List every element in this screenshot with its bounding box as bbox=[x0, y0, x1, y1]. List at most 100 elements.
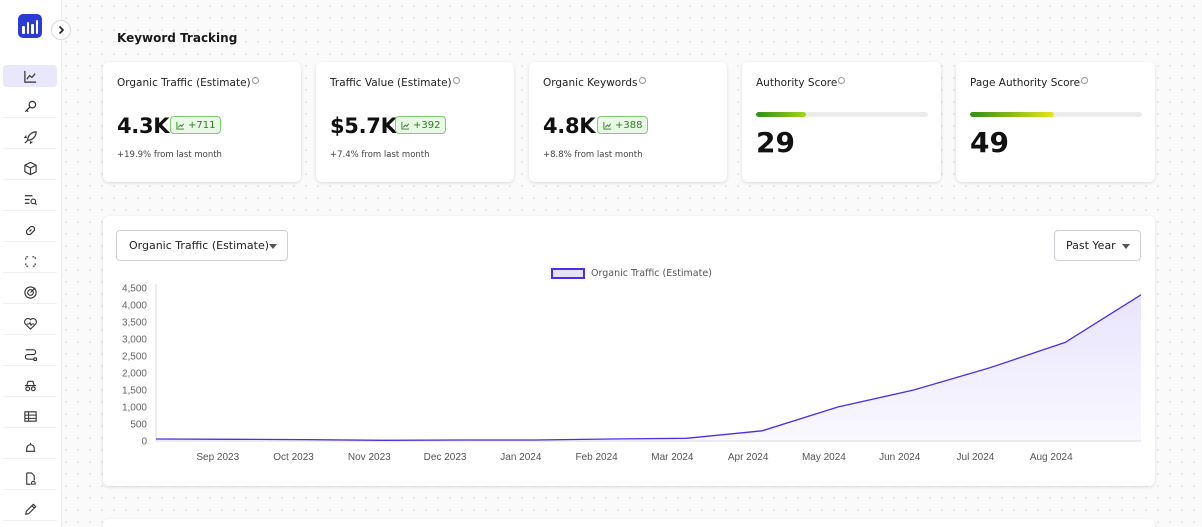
spy-icon bbox=[24, 380, 36, 392]
app-logo-icon[interactable] bbox=[18, 14, 42, 38]
heart-pulse-icon bbox=[23, 317, 37, 330]
traffic-chart-card: Organic Traffic (Estimate) Past Year Org… bbox=[103, 216, 1155, 486]
legend-label: Organic Traffic (Estimate) bbox=[591, 268, 712, 279]
metric-select[interactable]: Organic Traffic (Estimate) bbox=[116, 230, 288, 261]
delta-badge: +388 bbox=[597, 116, 649, 134]
sidebar-item-keyword-tracking[interactable] bbox=[3, 65, 57, 87]
sidebar-item-profile[interactable] bbox=[3, 468, 57, 490]
info-icon[interactable] bbox=[251, 77, 259, 84]
bell-icon bbox=[25, 442, 35, 452]
stat-subtext: +7.4% from last month bbox=[330, 150, 430, 160]
y-tick-label: 1,500 bbox=[122, 386, 147, 397]
page-authority-score-bar bbox=[970, 112, 1142, 117]
score-value: 29 bbox=[756, 126, 795, 159]
cube-icon bbox=[23, 161, 37, 176]
x-tick-label: Sep 2023 bbox=[196, 452, 239, 463]
delta-badge: +711 bbox=[170, 116, 222, 134]
y-tick-label: 500 bbox=[130, 420, 147, 431]
stat-card-organic-keywords: Organic Keywords 4.8K +388 +8.8% from la… bbox=[529, 62, 727, 182]
x-tick-label: Oct 2023 bbox=[273, 452, 314, 463]
list-search-icon bbox=[24, 195, 37, 206]
stat-card-title: Organic Keywords bbox=[543, 77, 638, 89]
score-card-title: Authority Score bbox=[756, 77, 838, 89]
delta-value: +388 bbox=[615, 119, 643, 131]
trend-up-icon bbox=[401, 121, 410, 130]
caret-down-icon bbox=[269, 244, 277, 249]
authority-score-bar bbox=[756, 112, 928, 117]
y-tick-label: 1,000 bbox=[122, 403, 147, 414]
score-card-title: Page Authority Score bbox=[970, 77, 1081, 89]
sidebar-item-competitors[interactable] bbox=[3, 375, 57, 397]
x-tick-label: Jul 2024 bbox=[957, 452, 995, 463]
x-tick-label: Nov 2023 bbox=[348, 452, 391, 463]
sidebar-item-journey[interactable] bbox=[3, 344, 57, 366]
y-tick-label: 3,500 bbox=[122, 318, 147, 329]
stat-value: 4.8K bbox=[543, 114, 596, 138]
caret-down-icon bbox=[1122, 244, 1130, 249]
sidebar-item-broken-links[interactable] bbox=[3, 251, 57, 273]
x-tick-label: Feb 2024 bbox=[575, 452, 618, 463]
y-tick-label: 2,500 bbox=[122, 352, 147, 363]
series-area bbox=[156, 294, 1141, 441]
sidebar-item-products[interactable] bbox=[3, 158, 57, 180]
score-bar-fill bbox=[756, 112, 806, 117]
y-tick-label: 4,500 bbox=[122, 284, 147, 295]
delta-value: +392 bbox=[413, 119, 441, 131]
sidebar-item-links[interactable] bbox=[3, 220, 57, 242]
table-icon bbox=[23, 411, 37, 422]
x-tick-label: Aug 2024 bbox=[1030, 452, 1073, 463]
x-tick-label: Mar 2024 bbox=[651, 452, 694, 463]
info-icon[interactable] bbox=[452, 77, 460, 84]
key-icon bbox=[24, 100, 36, 113]
sidebar-item-health[interactable] bbox=[3, 313, 57, 335]
sidebar-item-goals[interactable] bbox=[3, 282, 57, 304]
rocket-icon bbox=[23, 131, 37, 145]
delta-value: +711 bbox=[188, 119, 216, 131]
range-select[interactable]: Past Year bbox=[1054, 230, 1141, 261]
legend-swatch bbox=[551, 268, 585, 279]
y-tick-label: 4,000 bbox=[122, 301, 147, 312]
stat-card-traffic-value: Traffic Value (Estimate) $5.7K +392 +7.4… bbox=[316, 62, 514, 182]
range-select-value: Past Year bbox=[1066, 239, 1116, 252]
sidebar-item-alerts[interactable] bbox=[3, 437, 57, 459]
score-value: 49 bbox=[970, 126, 1009, 159]
stat-value: $5.7K bbox=[330, 114, 397, 138]
broken-link-icon bbox=[24, 256, 36, 267]
score-bar-fill bbox=[970, 112, 1055, 117]
stat-card-title: Traffic Value (Estimate) bbox=[330, 77, 452, 89]
y-tick-label: 0 bbox=[141, 437, 147, 448]
y-tick-label: 3,000 bbox=[122, 335, 147, 346]
x-tick-label: Jan 2024 bbox=[500, 452, 542, 463]
next-section-card bbox=[103, 519, 1155, 527]
trend-up-icon bbox=[176, 121, 185, 130]
score-card-page-authority: Page Authority Score 49 bbox=[956, 62, 1155, 182]
sidebar-item-keywords[interactable] bbox=[3, 96, 57, 118]
delta-badge: +392 bbox=[395, 116, 447, 134]
sidebar-item-content[interactable] bbox=[3, 499, 57, 521]
info-icon[interactable] bbox=[638, 77, 646, 84]
x-tick-label: May 2024 bbox=[802, 452, 846, 463]
stat-card-title: Organic Traffic (Estimate) bbox=[117, 77, 251, 89]
info-icon[interactable] bbox=[1081, 77, 1089, 84]
x-tick-label: Apr 2024 bbox=[728, 452, 769, 463]
sidebar-item-reports[interactable] bbox=[3, 406, 57, 428]
info-icon[interactable] bbox=[838, 77, 846, 84]
chart-line-icon bbox=[23, 70, 36, 83]
route-icon bbox=[24, 349, 37, 362]
x-tick-label: Jun 2024 bbox=[879, 452, 921, 463]
target-icon bbox=[23, 286, 37, 299]
sidebar bbox=[0, 0, 71, 527]
x-tick-label: Dec 2023 bbox=[424, 452, 467, 463]
expand-sidebar-button[interactable] bbox=[51, 20, 71, 40]
sidebar-item-audit[interactable] bbox=[3, 189, 57, 211]
chevron-right-icon bbox=[58, 25, 65, 35]
document-user-icon bbox=[25, 472, 36, 485]
sidebar-item-boost[interactable] bbox=[3, 127, 57, 149]
stat-value: 4.3K bbox=[117, 114, 170, 138]
chart-legend[interactable]: Organic Traffic (Estimate) bbox=[551, 268, 712, 279]
stat-subtext: +19.9% from last month bbox=[117, 150, 222, 160]
stat-subtext: +8.8% from last month bbox=[543, 150, 643, 160]
trend-up-icon bbox=[603, 121, 612, 130]
stat-card-organic-traffic: Organic Traffic (Estimate) 4.3K +711 +19… bbox=[103, 62, 301, 182]
y-tick-label: 2,000 bbox=[122, 369, 147, 380]
